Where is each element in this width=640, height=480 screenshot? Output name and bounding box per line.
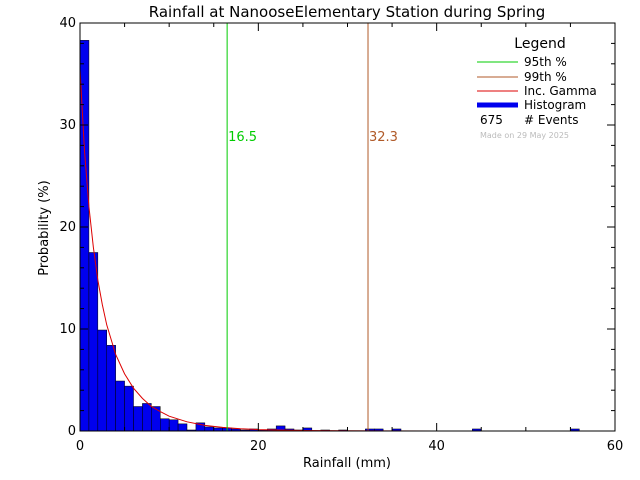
y-tick-label: 0 xyxy=(68,424,76,439)
y-tick-label: 30 xyxy=(59,118,76,133)
legend-p99-label: 99th % xyxy=(524,70,567,84)
histogram-bar xyxy=(97,329,108,432)
chart-title: Rainfall at NanooseElementary Station du… xyxy=(149,3,545,21)
x-tick-label: 40 xyxy=(428,439,445,454)
axis-tick-labels: 0 20 40 60 0 10 20 30 40 xyxy=(59,16,623,454)
histogram-bar xyxy=(160,418,170,432)
histogram-bar xyxy=(151,406,161,432)
made-on-note: Made on 29 May 2025 xyxy=(480,131,569,140)
y-tick-label: 40 xyxy=(59,16,76,31)
histogram-bar xyxy=(124,385,134,432)
histogram-bar xyxy=(115,380,125,432)
p99-annotation: 32.3 xyxy=(369,130,398,145)
histogram-bar xyxy=(177,423,188,432)
x-tick-label: 60 xyxy=(607,439,624,454)
histogram-bar xyxy=(133,406,143,432)
y-tick-label: 10 xyxy=(59,322,76,337)
histogram-bars xyxy=(79,40,580,432)
histogram-bar xyxy=(88,252,99,432)
legend: Legend 95th % 99th % Inc. Gamma Histogra… xyxy=(477,36,597,140)
legend-gamma-label: Inc. Gamma xyxy=(524,84,597,98)
x-tick-label: 0 xyxy=(76,439,84,454)
legend-events-label: # Events xyxy=(524,113,579,127)
histogram-bar xyxy=(204,426,214,432)
p95-annotation: 16.5 xyxy=(228,130,257,145)
legend-histogram-label: Histogram xyxy=(524,98,586,112)
legend-title: Legend xyxy=(514,36,565,52)
y-tick-label: 20 xyxy=(59,220,76,235)
legend-p95-label: 95th % xyxy=(524,55,567,69)
x-tick-label: 20 xyxy=(250,439,267,454)
percentile-lines xyxy=(226,23,369,431)
axis-ticks xyxy=(79,22,616,432)
histogram-bar xyxy=(106,345,116,432)
histogram-bar xyxy=(168,419,179,432)
x-axis-label: Rainfall (mm) xyxy=(303,456,391,471)
histogram-bar xyxy=(142,403,152,432)
y-axis-label: Probability (%) xyxy=(37,180,52,275)
legend-events-count: 675 xyxy=(480,113,503,127)
